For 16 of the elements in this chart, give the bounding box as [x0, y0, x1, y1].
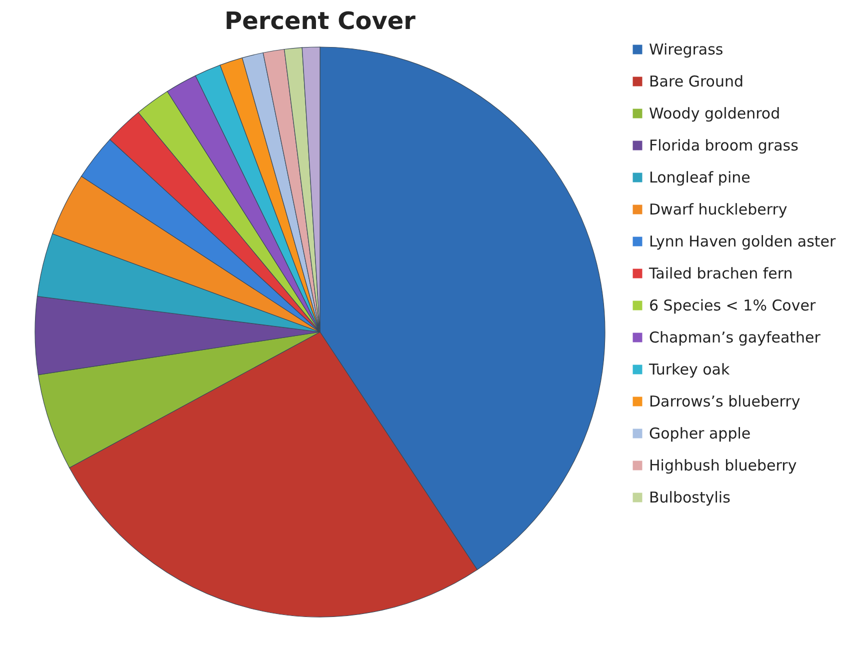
legend-label: Bare Ground — [649, 72, 744, 90]
legend-label: Gopher apple — [649, 424, 751, 442]
legend-label: Florida broom grass — [649, 136, 799, 154]
chart-title: Percent Cover — [224, 7, 416, 35]
legend-label: Woody goldenrod — [649, 104, 780, 122]
legend-label: Lynn Haven golden aster — [649, 232, 836, 250]
legend-label: Darrows’s blueberry — [649, 392, 800, 410]
legend-label: Chapman’s gayfeather — [649, 328, 822, 346]
legend-label: Turkey oak — [648, 360, 730, 378]
legend-label: Bulbostylis — [649, 488, 731, 506]
legend-label: Highbush blueberry — [649, 456, 797, 474]
legend-label: Wiregrass — [649, 40, 724, 58]
legend-label: 6 Species < 1% Cover — [649, 296, 816, 314]
legend-label: Longleaf pine — [649, 168, 750, 186]
legend-label: Tailed brachen fern — [648, 264, 793, 282]
legend-label: Dwarf huckleberry — [649, 200, 788, 218]
